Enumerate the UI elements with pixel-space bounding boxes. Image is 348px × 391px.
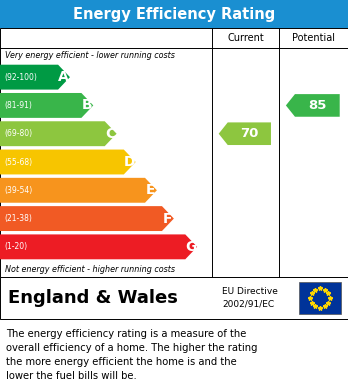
Text: (21-38): (21-38) (4, 214, 32, 223)
Text: Not energy efficient - higher running costs: Not energy efficient - higher running co… (5, 265, 175, 274)
Text: Current: Current (227, 33, 264, 43)
Text: C: C (105, 127, 115, 141)
Bar (0, 28, 348, 277)
Polygon shape (0, 235, 197, 259)
Polygon shape (0, 65, 70, 90)
Text: (55-68): (55-68) (4, 158, 32, 167)
Text: The energy efficiency rating is a measure of the: The energy efficiency rating is a measur… (6, 329, 246, 339)
Bar (0, 277, 348, 319)
Text: EU Directive: EU Directive (222, 287, 278, 296)
Text: G: G (185, 240, 196, 254)
Text: (92-100): (92-100) (4, 73, 37, 82)
Text: B: B (81, 99, 92, 113)
Text: A: A (58, 70, 69, 84)
Text: Potential: Potential (292, 33, 335, 43)
Polygon shape (0, 206, 174, 231)
Text: D: D (124, 155, 135, 169)
Text: (39-54): (39-54) (4, 186, 32, 195)
Text: F: F (163, 212, 172, 226)
Text: (1-20): (1-20) (4, 242, 27, 251)
Text: 70: 70 (240, 127, 259, 140)
Text: (81-91): (81-91) (4, 101, 32, 110)
Text: the more energy efficient the home is and the: the more energy efficient the home is an… (6, 357, 237, 367)
Text: lower the fuel bills will be.: lower the fuel bills will be. (6, 371, 137, 381)
Bar (299, 282, 341, 314)
Polygon shape (0, 93, 93, 118)
Polygon shape (219, 122, 271, 145)
Text: 85: 85 (308, 99, 326, 112)
Text: 2002/91/EC: 2002/91/EC (222, 300, 274, 308)
Polygon shape (0, 149, 136, 174)
Text: England & Wales: England & Wales (8, 289, 178, 307)
Polygon shape (286, 94, 340, 117)
Text: Energy Efficiency Rating: Energy Efficiency Rating (73, 7, 275, 22)
Polygon shape (0, 178, 157, 203)
Polygon shape (0, 121, 117, 146)
Text: E: E (145, 183, 155, 197)
Text: overall efficiency of a home. The higher the rating: overall efficiency of a home. The higher… (6, 343, 258, 353)
Text: (69-80): (69-80) (4, 129, 32, 138)
Text: Very energy efficient - lower running costs: Very energy efficient - lower running co… (5, 52, 175, 61)
Bar (0, 0, 348, 28)
